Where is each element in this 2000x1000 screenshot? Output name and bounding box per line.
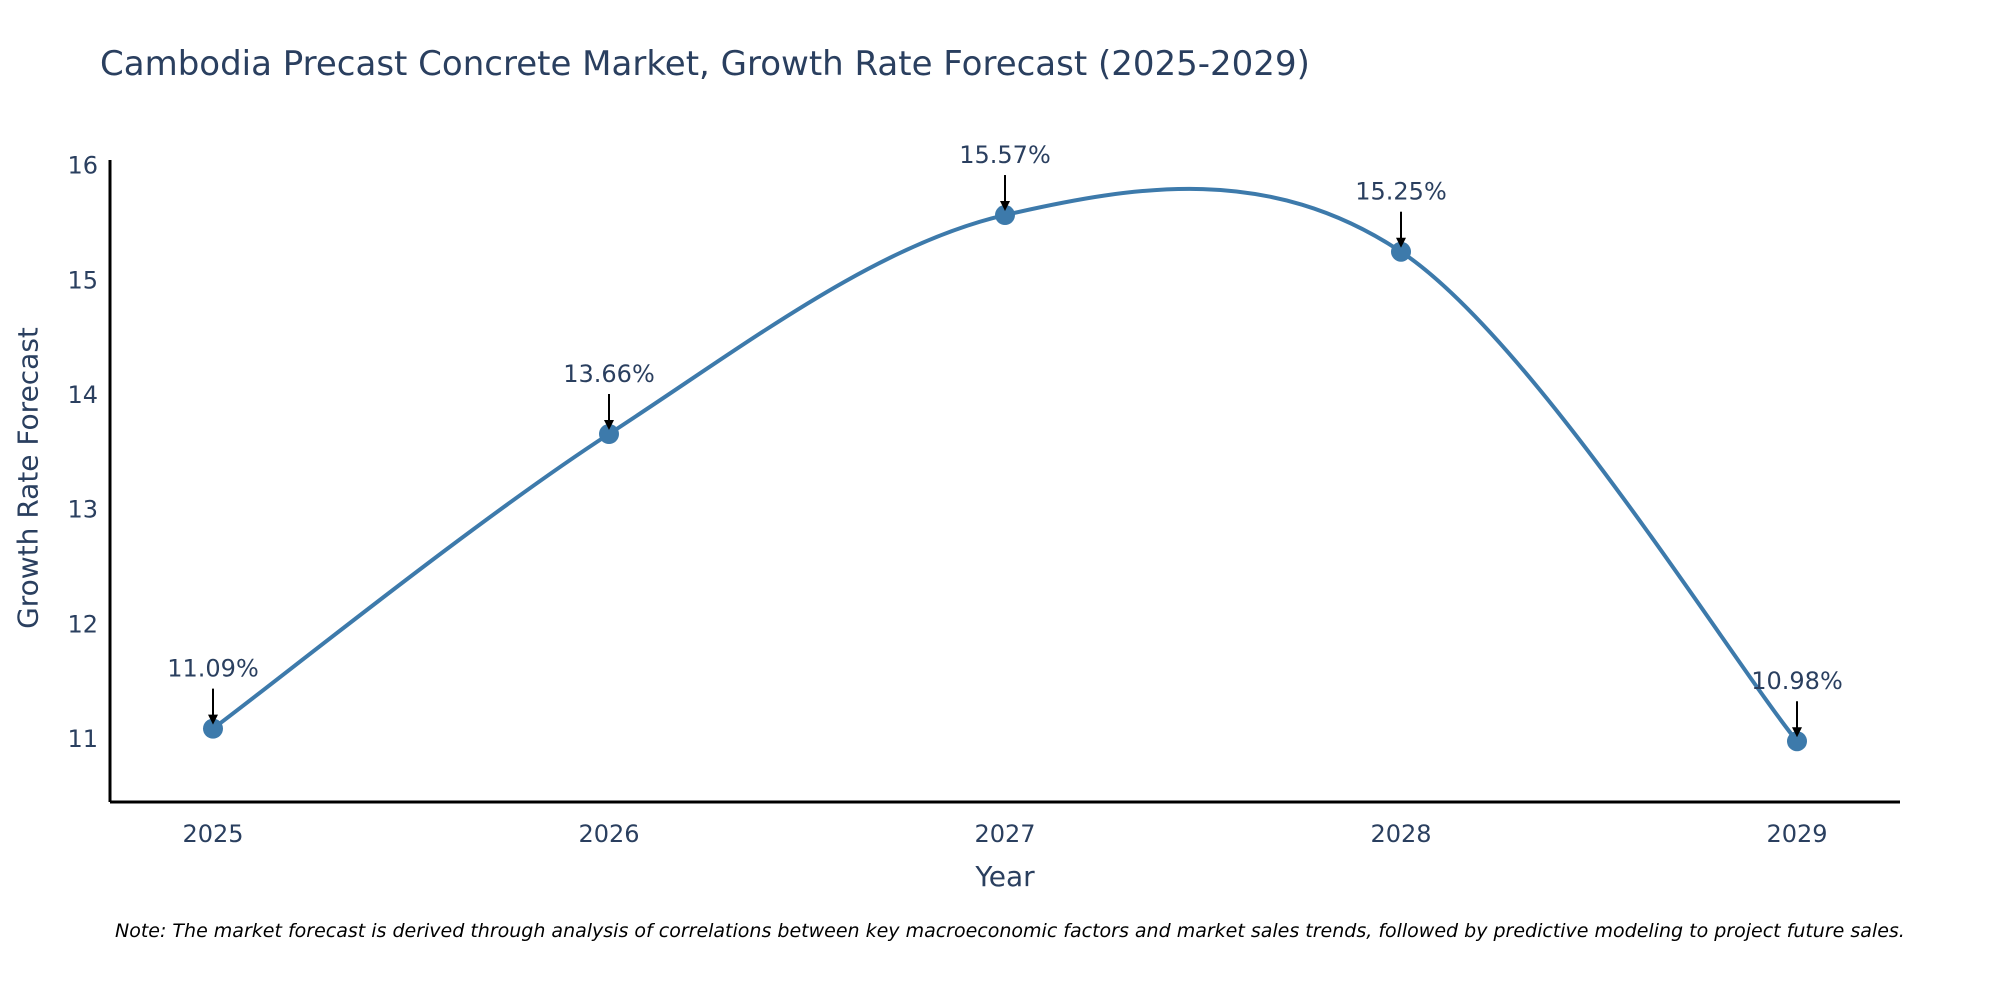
data-label: 13.66% [563,360,655,388]
x-tick-label: 2025 [182,820,243,848]
y-tick-label: 13 [67,496,98,524]
y-tick-label: 11 [67,725,98,753]
x-tick-label: 2029 [1766,820,1827,848]
data-point[interactable] [203,718,223,739]
x-axis-title: Year [975,860,1035,893]
series-line [211,186,1799,743]
data-point[interactable] [599,423,619,444]
y-tick-label: 14 [67,381,98,409]
chart-title: Cambodia Precast Concrete Market, Growth… [100,44,1310,84]
x-tick-label: 2027 [974,820,1035,848]
data-point[interactable] [995,205,1015,226]
y-tick-label: 16 [67,152,98,180]
x-tick-label: 2026 [578,820,639,848]
y-tick-label: 15 [67,266,98,294]
data-point[interactable] [1391,241,1411,262]
data-point[interactable] [1787,731,1807,752]
chart-note: Note: The market forecast is derived thr… [115,920,1905,942]
data-label: 15.57% [959,141,1051,169]
y-tick-label: 12 [67,610,98,638]
data-label: 10.98% [1751,667,1843,695]
x-tick-label: 2028 [1370,820,1431,848]
data-label: 11.09% [167,655,259,683]
data-label: 15.25% [1355,178,1447,206]
